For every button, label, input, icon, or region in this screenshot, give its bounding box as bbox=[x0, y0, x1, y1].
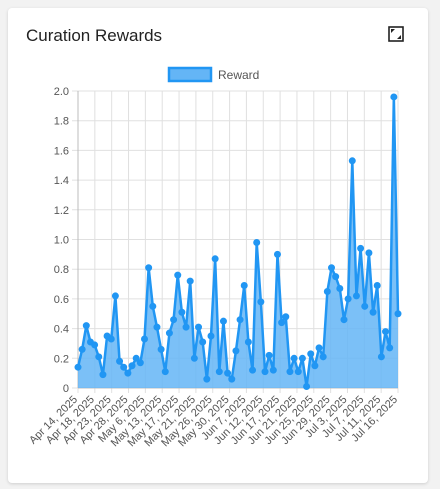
reward-point bbox=[340, 316, 348, 324]
reward-point bbox=[91, 341, 99, 349]
reward-point bbox=[186, 277, 194, 285]
reward-point bbox=[282, 313, 290, 321]
reward-point bbox=[294, 368, 302, 376]
reward-point bbox=[303, 383, 311, 391]
reward-point bbox=[136, 359, 144, 367]
reward-point bbox=[82, 322, 90, 330]
reward-point bbox=[199, 338, 207, 346]
reward-point bbox=[74, 363, 82, 371]
reward-point bbox=[382, 328, 390, 336]
y-tick-label: 0.6 bbox=[54, 294, 69, 306]
reward-point bbox=[174, 271, 182, 279]
reward-point bbox=[369, 308, 377, 316]
reward-point bbox=[124, 369, 132, 377]
reward-point bbox=[228, 375, 236, 383]
y-tick-label: 1.4 bbox=[54, 175, 69, 187]
curation-rewards-card: Curation Rewards 0 0.2 0.4 0.6 0.8 1.0 1.2 1.4 1… bbox=[8, 8, 428, 483]
legend-swatch bbox=[167, 66, 213, 83]
reward-point bbox=[249, 366, 257, 374]
reward-point bbox=[390, 93, 398, 101]
reward-point bbox=[170, 316, 178, 324]
reward-point bbox=[373, 282, 381, 290]
reward-point bbox=[323, 287, 331, 295]
reward-point bbox=[273, 250, 281, 258]
reward-point bbox=[140, 335, 148, 343]
reward-point bbox=[352, 292, 360, 300]
reward-point bbox=[336, 285, 344, 293]
reward-area bbox=[78, 96, 398, 388]
reward-point bbox=[107, 335, 115, 343]
reward-point bbox=[361, 302, 369, 310]
reward-point bbox=[116, 357, 124, 365]
reward-point bbox=[78, 345, 86, 353]
reward-point bbox=[377, 353, 385, 361]
reward-point bbox=[344, 295, 352, 303]
reward-point bbox=[182, 323, 190, 331]
reward-point bbox=[145, 264, 153, 272]
y-tick-label: 0 bbox=[63, 383, 69, 395]
y-tick-label: 2.0 bbox=[54, 86, 69, 98]
reward-point bbox=[286, 368, 294, 376]
reward-point bbox=[319, 353, 327, 361]
reward-point bbox=[215, 368, 223, 376]
reward-point bbox=[298, 354, 306, 362]
y-tick-label: 0.2 bbox=[54, 353, 69, 365]
reward-point bbox=[328, 264, 336, 272]
reward-point bbox=[178, 308, 186, 316]
reward-point bbox=[161, 368, 169, 376]
reward-point bbox=[290, 354, 298, 362]
reward-point bbox=[157, 345, 165, 353]
reward-point bbox=[132, 354, 140, 362]
expand-icon[interactable] bbox=[388, 26, 404, 42]
reward-point bbox=[95, 353, 103, 361]
y-tick-label: 1.2 bbox=[54, 205, 69, 217]
reward-point bbox=[307, 350, 315, 358]
reward-point bbox=[153, 323, 161, 331]
reward-point bbox=[232, 347, 240, 355]
y-tick-label: 1.6 bbox=[54, 145, 69, 157]
reward-point bbox=[261, 368, 269, 376]
reward-point bbox=[111, 292, 119, 300]
reward-point bbox=[236, 316, 244, 324]
card-title: Curation Rewards bbox=[26, 26, 163, 45]
y-tick-label: 1.0 bbox=[54, 235, 69, 247]
reward-point bbox=[219, 317, 227, 325]
reward-point bbox=[386, 344, 394, 352]
reward-point bbox=[311, 362, 319, 370]
reward-point bbox=[149, 302, 157, 310]
reward-point bbox=[165, 329, 173, 337]
reward-point bbox=[348, 157, 356, 165]
reward-point bbox=[357, 244, 365, 252]
reward-point bbox=[332, 273, 340, 281]
reward-point bbox=[120, 363, 128, 371]
reward-point bbox=[207, 332, 215, 340]
reward-point bbox=[240, 282, 248, 290]
reward-point bbox=[99, 371, 107, 379]
reward-point bbox=[253, 238, 261, 246]
reward-point bbox=[211, 255, 219, 263]
legend-label: Reward bbox=[218, 68, 259, 82]
reward-point bbox=[128, 362, 136, 370]
reward-point bbox=[265, 351, 273, 359]
y-tick-label: 1.8 bbox=[54, 116, 69, 128]
reward-point bbox=[195, 323, 203, 331]
reward-point bbox=[203, 375, 211, 383]
reward-point bbox=[190, 354, 198, 362]
reward-point bbox=[224, 369, 232, 377]
y-tick-label: 0.8 bbox=[54, 264, 69, 276]
y-tick-label: 0.4 bbox=[54, 324, 69, 336]
reward-point bbox=[315, 344, 323, 352]
reward-point bbox=[278, 319, 286, 327]
reward-point bbox=[394, 310, 402, 318]
reward-point bbox=[269, 366, 277, 374]
reward-point bbox=[244, 338, 252, 346]
reward-point bbox=[257, 298, 265, 306]
reward-point bbox=[365, 249, 373, 257]
